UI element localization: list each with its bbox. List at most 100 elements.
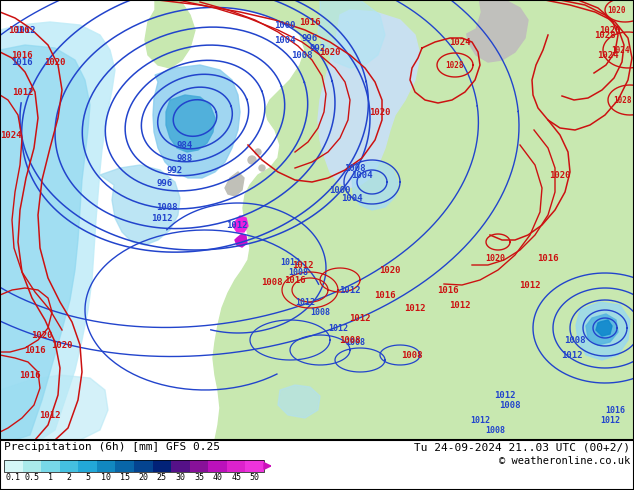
Text: 1008: 1008 — [310, 308, 330, 317]
Text: 1016: 1016 — [437, 286, 459, 294]
Bar — [78, 460, 97, 472]
Polygon shape — [0, 45, 90, 440]
Text: Precipitation (6h) [mm] GFS 0.25: Precipitation (6h) [mm] GFS 0.25 — [4, 442, 220, 452]
Polygon shape — [445, 0, 480, 35]
Text: 1008: 1008 — [344, 164, 366, 172]
Text: 988: 988 — [177, 153, 193, 163]
Text: 1016: 1016 — [537, 253, 559, 263]
Text: 40: 40 — [212, 473, 223, 482]
Text: 1012: 1012 — [600, 416, 620, 424]
Polygon shape — [166, 95, 215, 152]
Bar — [23, 460, 41, 472]
Text: 1008: 1008 — [485, 425, 505, 435]
Polygon shape — [352, 162, 398, 210]
Text: 1028: 1028 — [594, 30, 616, 40]
Text: 1012: 1012 — [450, 300, 471, 310]
Text: 1024: 1024 — [597, 50, 619, 59]
Bar — [97, 460, 115, 472]
Circle shape — [255, 149, 261, 155]
Polygon shape — [596, 320, 612, 336]
Bar — [4, 460, 264, 472]
Circle shape — [248, 156, 256, 164]
Text: 1016: 1016 — [11, 50, 33, 59]
Bar — [209, 460, 227, 472]
Text: Tu 24-09-2024 21..03 UTC (00+2/): Tu 24-09-2024 21..03 UTC (00+2/) — [414, 442, 630, 452]
Text: 1008: 1008 — [156, 202, 178, 212]
Polygon shape — [153, 65, 240, 178]
Text: 1016: 1016 — [299, 18, 321, 26]
Text: 1012: 1012 — [339, 286, 361, 294]
Bar — [227, 460, 245, 472]
Text: 1012: 1012 — [12, 88, 34, 97]
Text: 5: 5 — [85, 473, 90, 482]
Text: 1020: 1020 — [44, 57, 66, 67]
Polygon shape — [576, 302, 630, 360]
Text: 996: 996 — [302, 33, 318, 43]
Bar — [171, 460, 190, 472]
Text: 1020: 1020 — [608, 5, 626, 15]
Text: 992: 992 — [167, 166, 183, 174]
Text: 1004: 1004 — [341, 194, 363, 202]
Text: 1: 1 — [48, 473, 53, 482]
Text: 1012: 1012 — [561, 350, 583, 360]
Bar — [115, 460, 134, 472]
Text: 1020: 1020 — [31, 330, 53, 340]
Text: 1024: 1024 — [450, 38, 471, 47]
Text: 1020: 1020 — [51, 341, 73, 349]
Text: 984: 984 — [177, 141, 193, 149]
Text: 1020: 1020 — [320, 48, 340, 56]
Polygon shape — [225, 172, 244, 196]
Text: 1012: 1012 — [39, 411, 61, 419]
Text: 1020: 1020 — [549, 171, 571, 179]
Text: 20: 20 — [138, 473, 148, 482]
Polygon shape — [466, 0, 528, 62]
Text: 1008: 1008 — [261, 277, 283, 287]
Text: 1016: 1016 — [19, 370, 41, 379]
Text: 1012: 1012 — [14, 25, 36, 34]
Text: 0.5: 0.5 — [24, 473, 39, 482]
Text: 1020: 1020 — [485, 253, 505, 263]
Text: 1012: 1012 — [280, 258, 300, 267]
Text: 1016: 1016 — [11, 57, 33, 67]
Text: 992: 992 — [310, 44, 326, 52]
Text: 15: 15 — [120, 473, 130, 482]
Polygon shape — [100, 165, 180, 245]
Text: 1004: 1004 — [351, 171, 373, 179]
Text: 1024: 1024 — [0, 130, 22, 140]
Text: 1004: 1004 — [275, 35, 295, 45]
Text: 1008: 1008 — [288, 268, 308, 276]
Text: 10: 10 — [101, 473, 111, 482]
Text: 1008: 1008 — [499, 400, 521, 410]
Polygon shape — [235, 234, 247, 247]
Polygon shape — [0, 375, 108, 440]
Bar — [245, 460, 264, 472]
Text: 1028: 1028 — [612, 96, 631, 104]
Text: 1012: 1012 — [328, 323, 348, 333]
Bar — [4, 460, 23, 472]
Text: 1000: 1000 — [329, 186, 351, 195]
Text: 1020: 1020 — [599, 25, 621, 34]
Text: 2: 2 — [67, 473, 72, 482]
Polygon shape — [278, 385, 320, 418]
Polygon shape — [586, 314, 618, 345]
Text: © weatheronline.co.uk: © weatheronline.co.uk — [499, 456, 630, 466]
Text: 1020: 1020 — [379, 266, 401, 274]
Polygon shape — [145, 0, 195, 68]
Bar — [153, 460, 171, 472]
Text: 1016: 1016 — [24, 345, 46, 354]
Bar — [60, 460, 78, 472]
Text: 35: 35 — [194, 473, 204, 482]
Text: 45: 45 — [231, 473, 241, 482]
Text: 1024: 1024 — [611, 46, 630, 54]
Text: 50: 50 — [250, 473, 260, 482]
Text: 1012: 1012 — [349, 314, 371, 322]
Text: 1016: 1016 — [284, 275, 306, 285]
Bar — [134, 460, 153, 472]
Polygon shape — [155, 0, 634, 440]
Circle shape — [259, 165, 265, 171]
Text: 1016: 1016 — [374, 291, 396, 299]
Text: 1012: 1012 — [519, 280, 541, 290]
Text: 25: 25 — [157, 473, 167, 482]
Polygon shape — [0, 22, 115, 440]
Text: 1012: 1012 — [292, 261, 314, 270]
